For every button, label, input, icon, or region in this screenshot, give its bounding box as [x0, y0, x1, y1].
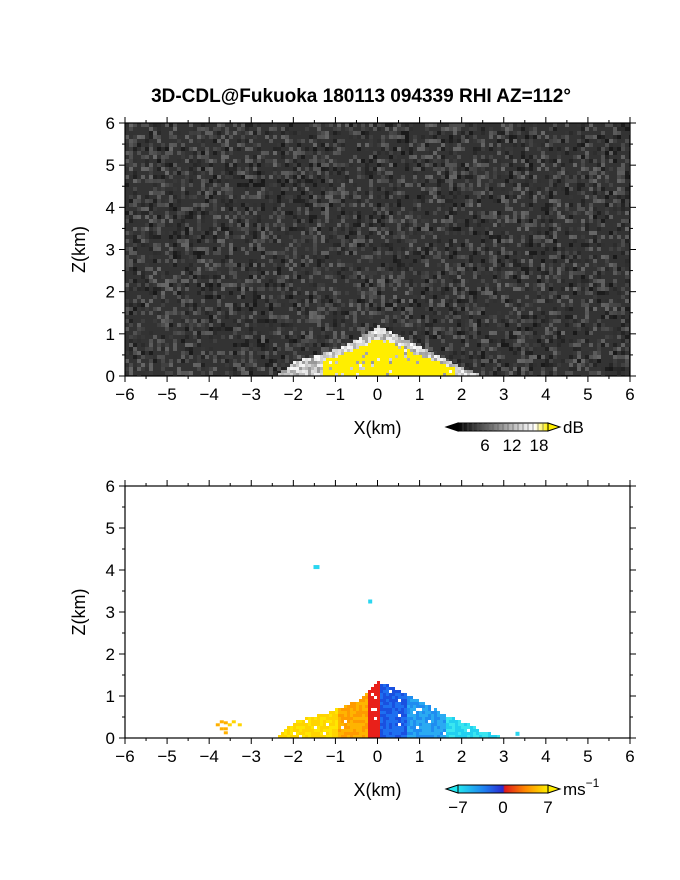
y-axis-label: Z(km) — [69, 226, 89, 273]
colorbar-min-arrow — [444, 422, 459, 432]
y-tick-label: 5 — [106, 519, 115, 538]
x-tick-label: 4 — [541, 747, 550, 766]
x-tick-label: −4 — [199, 747, 218, 766]
x-tick-label: 3 — [499, 385, 508, 404]
colorbar-gradient — [457, 784, 549, 794]
x-tick-label: 6 — [625, 747, 634, 766]
colorbar-unit-exponent: −1 — [586, 776, 600, 790]
x-axis: −6 −5 −4 −3 −2 −1 0 1 2 3 4 5 6 X(km) — [115, 117, 635, 438]
colorbar-tick-label: 18 — [530, 436, 549, 455]
colorbar-tick-label: 7 — [543, 798, 552, 817]
colorbar: −7 0 7 ms−1 — [444, 776, 600, 817]
x-tick-label: 1 — [415, 747, 424, 766]
x-tick-label: −5 — [157, 385, 176, 404]
colorbar-min-arrow — [444, 784, 459, 794]
x-tick-label: −1 — [326, 385, 345, 404]
x-tick-label: −6 — [115, 747, 134, 766]
x-tick-label: −2 — [284, 385, 303, 404]
y-axis: 0 1 2 3 4 5 6 Z(km) — [69, 477, 636, 748]
colorbar-tick-label: 0 — [498, 798, 507, 817]
x-tick-label: −2 — [284, 747, 303, 766]
x-tick-label: 5 — [583, 385, 592, 404]
x-tick-label: −6 — [115, 385, 134, 404]
noise-speckle — [125, 123, 630, 376]
figure-title: 3D-CDL@Fukuoka 180113 094339 RHI AZ=112° — [151, 86, 571, 107]
isolated-echo — [515, 731, 520, 736]
data-field — [125, 123, 630, 376]
x-axis-label: X(km) — [354, 780, 402, 800]
y-tick-label: 2 — [106, 645, 115, 664]
y-tick-label: 0 — [106, 729, 115, 748]
y-tick-label: 2 — [106, 283, 115, 302]
data-field — [215, 565, 520, 738]
colorbar-max-arrow — [547, 784, 562, 794]
y-tick-label: 3 — [106, 241, 115, 260]
y-axis-label: Z(km) — [69, 589, 89, 636]
x-tick-label: −1 — [326, 747, 345, 766]
y-tick-label: 0 — [106, 367, 115, 386]
x-tick-label: 0 — [373, 747, 382, 766]
x-tick-label: −3 — [242, 747, 261, 766]
colorbar-tick-label: 6 — [480, 436, 489, 455]
y-tick-label: 3 — [106, 603, 115, 622]
y-axis: 0 1 2 3 4 5 6 Z(km) — [69, 114, 636, 386]
colorbar-unit: ms−1 — [563, 776, 600, 799]
colorbar-tick-label: −7 — [448, 798, 467, 817]
isolated-echo — [313, 565, 320, 570]
x-tick-label: 3 — [499, 747, 508, 766]
y-tick-label: 4 — [106, 561, 115, 580]
isolated-echo-cluster — [215, 720, 242, 735]
echo-region — [278, 325, 479, 376]
y-tick-label: 6 — [106, 477, 115, 496]
colorbar: 6 12 18 dB — [444, 418, 584, 455]
echo-region — [278, 681, 500, 738]
x-tick-label: 0 — [373, 385, 382, 404]
x-tick-label: 4 — [541, 385, 550, 404]
colorbar-max-arrow — [547, 422, 562, 432]
x-tick-label: 5 — [583, 747, 592, 766]
x-tick-label: −3 — [242, 385, 261, 404]
y-tick-label: 1 — [106, 325, 115, 344]
colorbar-unit: dB — [563, 418, 584, 437]
x-tick-label: 2 — [457, 747, 466, 766]
y-tick-label: 1 — [106, 687, 115, 706]
x-tick-label: −4 — [199, 385, 218, 404]
velocity-panel: −6 −5 −4 −3 −2 −1 0 1 2 3 4 5 6 X(km) 0 1 2 3 4 5 6 Z(km) −7 0 7… — [69, 477, 636, 817]
x-axis-label: X(km) — [354, 418, 402, 438]
y-tick-label: 5 — [106, 156, 115, 175]
x-tick-label: 6 — [625, 385, 634, 404]
colorbar-tick-label: 12 — [503, 436, 522, 455]
x-tick-label: −5 — [157, 747, 176, 766]
x-tick-label: 2 — [457, 385, 466, 404]
y-tick-label: 6 — [106, 114, 115, 133]
x-tick-label: 1 — [415, 385, 424, 404]
y-tick-label: 4 — [106, 198, 115, 217]
isolated-echo — [368, 599, 373, 604]
x-axis: −6 −5 −4 −3 −2 −1 0 1 2 3 4 5 6 X(km) — [115, 480, 635, 800]
